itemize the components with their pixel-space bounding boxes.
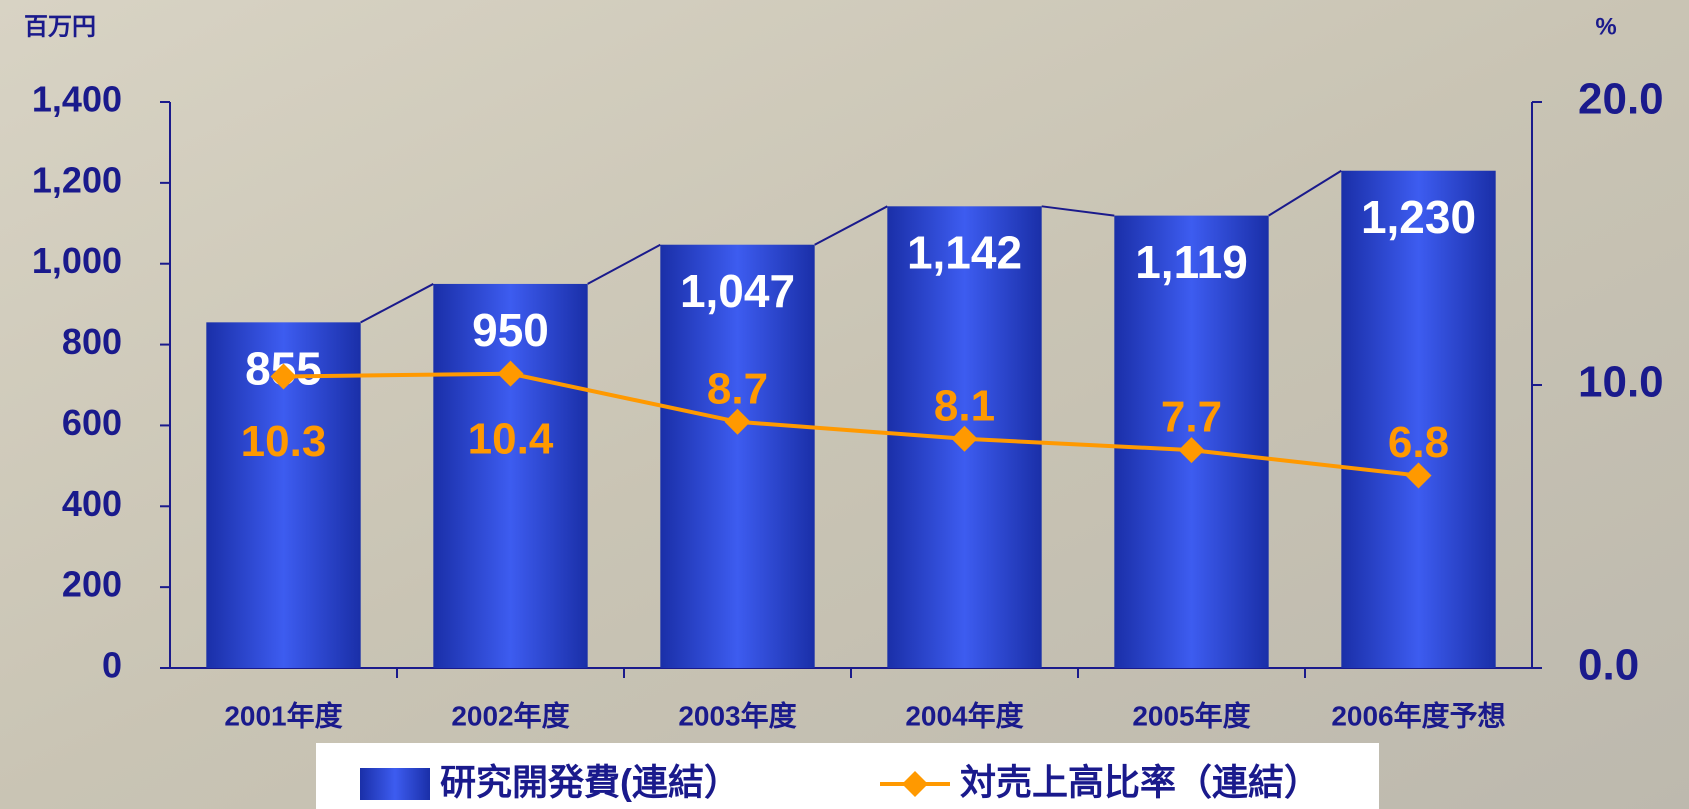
y2-axis-label: % — [1595, 13, 1616, 40]
y-tick-label: 200 — [62, 564, 122, 605]
y2-tick-label: 20.0 — [1578, 75, 1664, 124]
line-marker — [497, 360, 524, 387]
y-tick-label: 400 — [62, 483, 122, 524]
y-tick-label: 600 — [62, 402, 122, 443]
line-marker — [270, 363, 297, 390]
legend-marker — [902, 771, 928, 797]
line-marker — [724, 408, 751, 435]
bar-value-label: 1,047 — [680, 265, 795, 317]
x-tick-label: 2005年度 — [1132, 699, 1250, 731]
bar — [660, 244, 815, 668]
x-tick-label: 2006年度予想 — [1331, 699, 1505, 731]
line-series — [283, 371, 1419, 478]
bar-connector — [360, 283, 434, 324]
y-tick-label: 1,400 — [32, 79, 122, 120]
x-tick-label: 2001年度 — [224, 699, 342, 731]
y-axis-label: 百万円 — [24, 13, 96, 40]
bar — [1341, 170, 1496, 668]
x-tick-label: 2004年度 — [905, 699, 1023, 731]
bar-connector — [1268, 169, 1342, 217]
bar-connector — [587, 243, 661, 285]
bar-value-label: 1,230 — [1361, 191, 1476, 243]
line-value-label: 6.8 — [1388, 418, 1449, 467]
legend-label: 研究開発費(連結） — [440, 762, 740, 803]
line-marker — [1405, 462, 1432, 489]
line-value-label: 8.1 — [934, 381, 995, 430]
y-tick-label: 1,200 — [32, 159, 122, 200]
y-tick-label: 800 — [62, 321, 122, 362]
line-value-label: 10.3 — [241, 417, 327, 466]
bar-value-label: 1,119 — [1135, 236, 1248, 288]
line-marker — [951, 425, 978, 452]
line-value-label: 8.7 — [707, 364, 768, 413]
bar-connector — [1041, 205, 1115, 217]
y2-tick-label: 10.0 — [1578, 358, 1664, 407]
bar-connector — [814, 205, 888, 246]
x-tick-label: 2002年度 — [451, 699, 569, 731]
legend-label: 対売上高比率（連結） — [960, 762, 1320, 803]
line-marker — [1178, 437, 1205, 464]
legend-box — [316, 743, 1379, 809]
y2-tick-label: 0.0 — [1578, 641, 1639, 690]
bar — [433, 283, 588, 668]
x-tick-label: 2003年度 — [678, 699, 796, 731]
bar-value-label: 1,142 — [907, 226, 1022, 278]
legend-swatch — [360, 768, 430, 800]
line-value-label: 7.7 — [1161, 393, 1222, 442]
y-tick-label: 1,000 — [32, 240, 122, 281]
line-value-label: 10.4 — [468, 414, 554, 463]
y-tick-label: 0 — [102, 645, 122, 686]
bar-value-label: 950 — [472, 304, 549, 356]
